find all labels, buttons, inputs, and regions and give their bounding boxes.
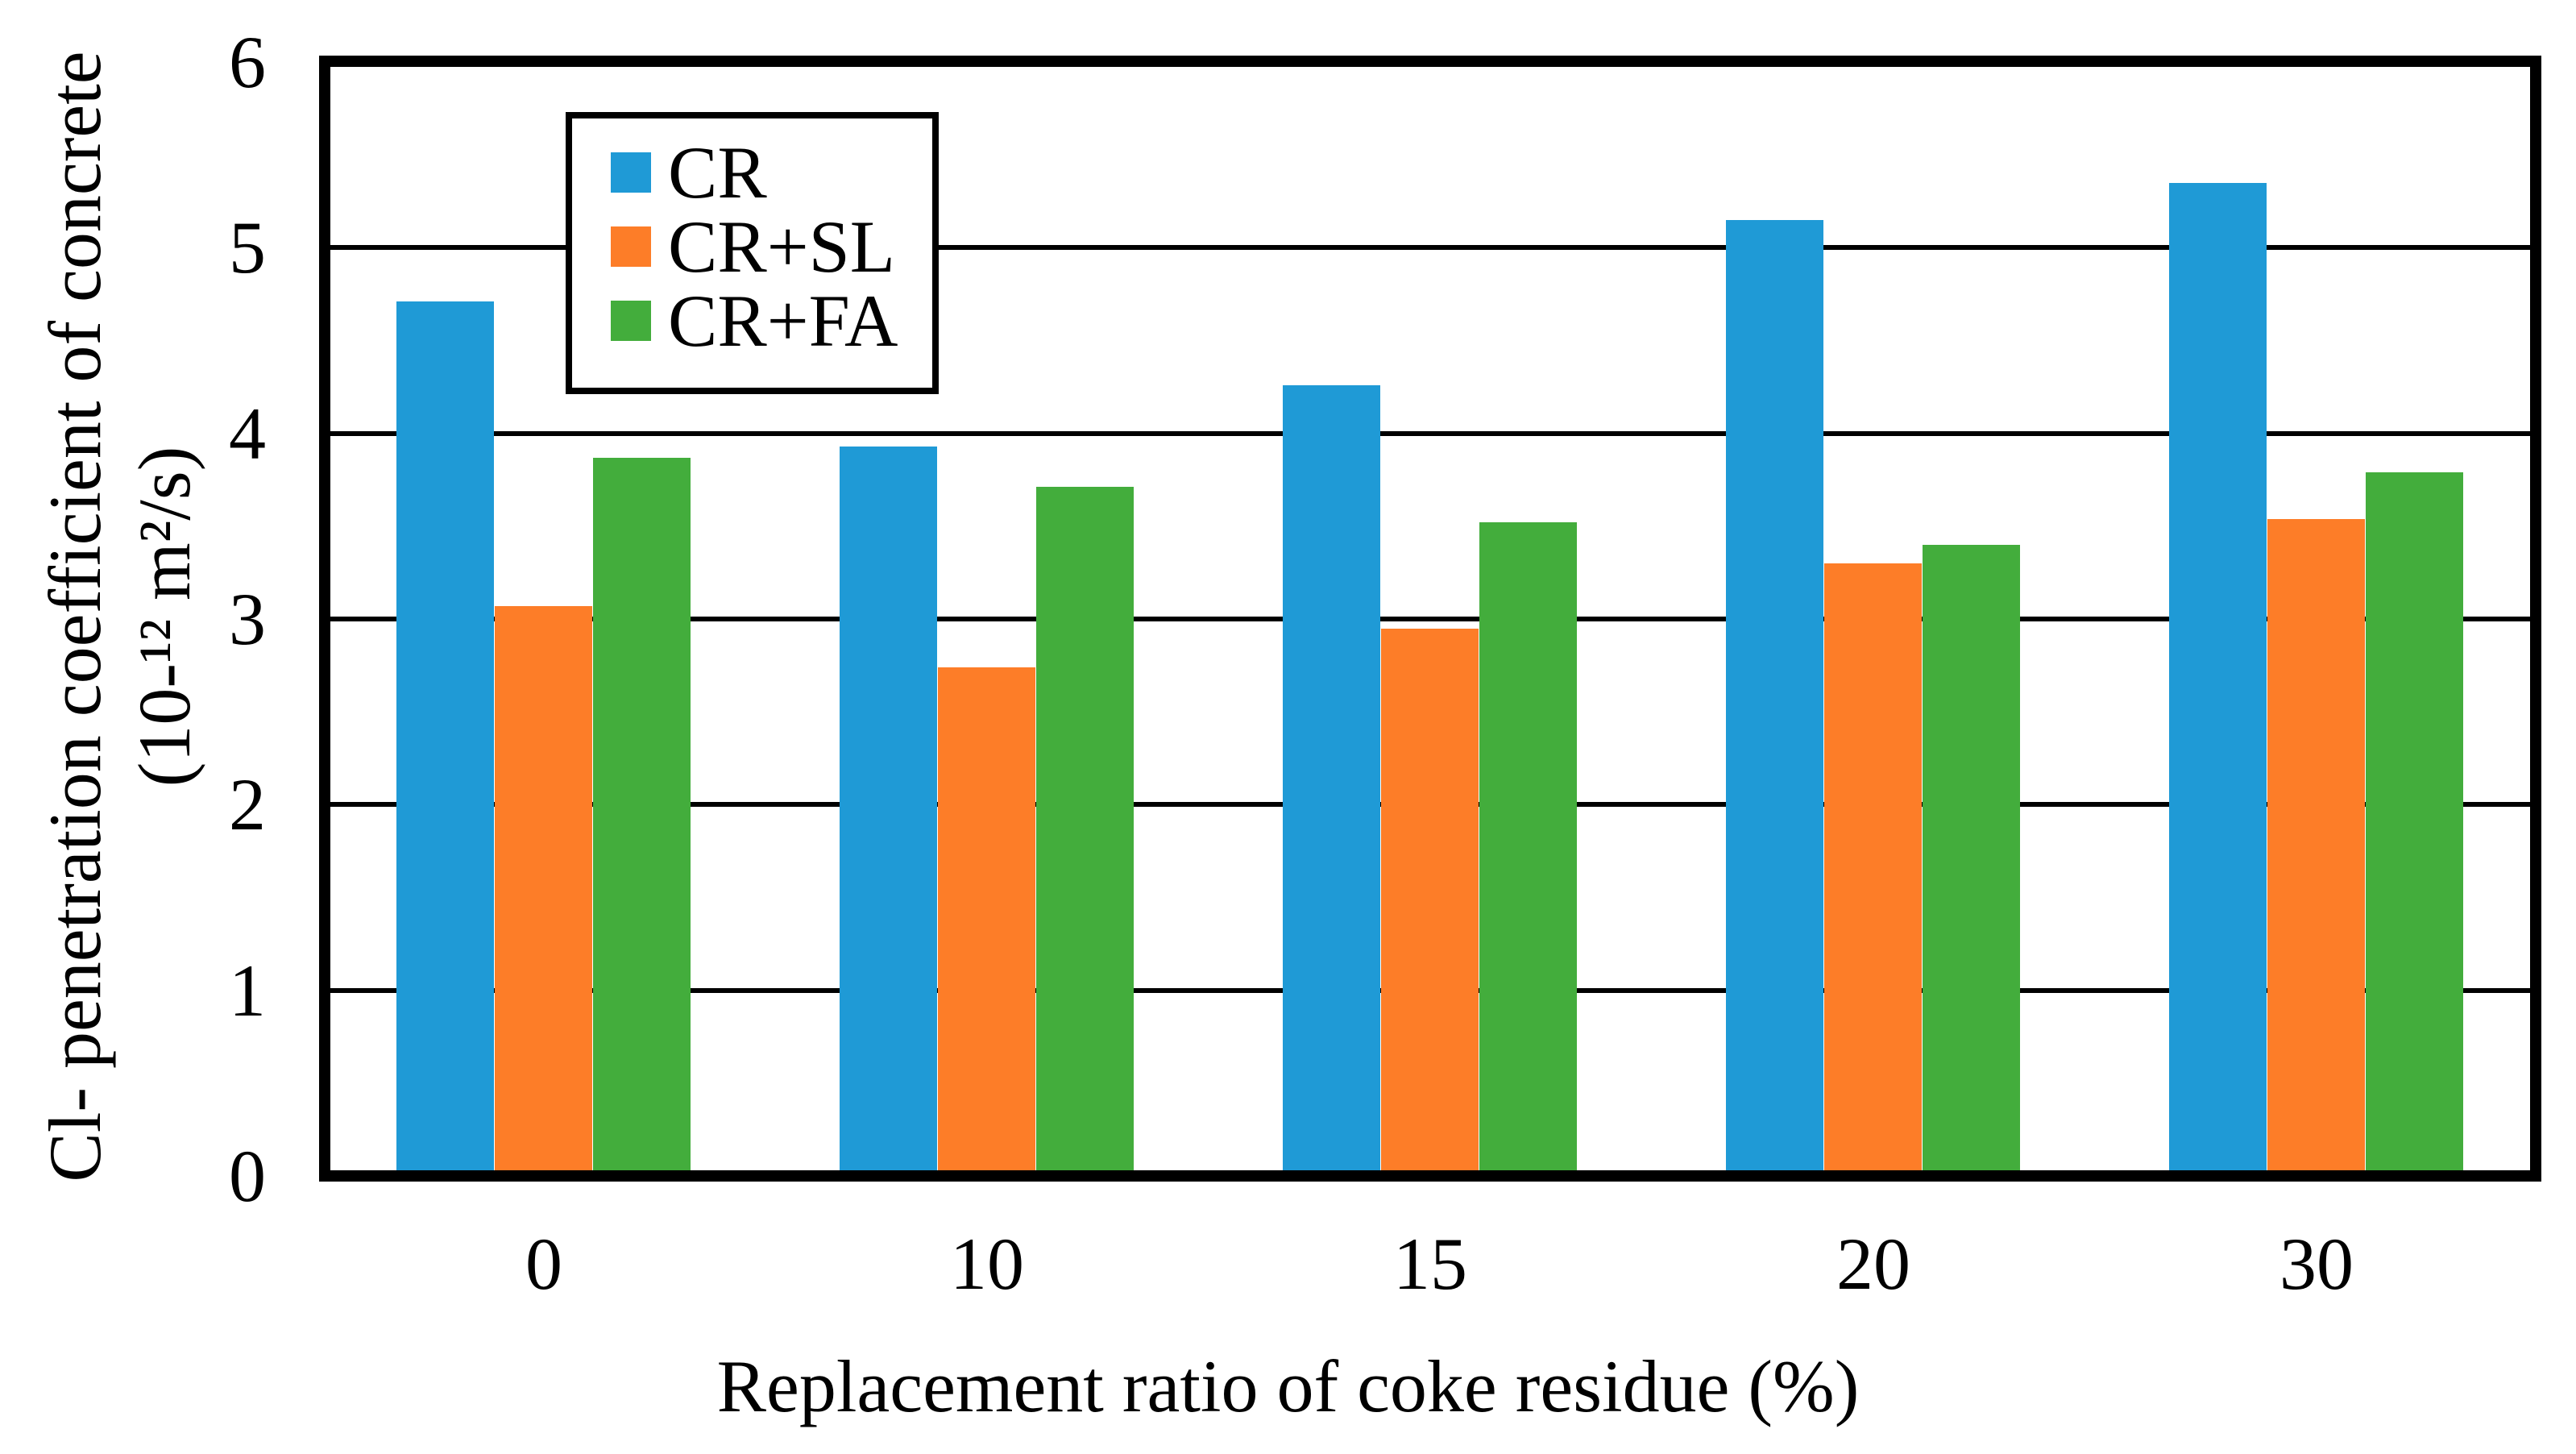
y-tick-label-1: 1 [229, 949, 266, 1032]
y-tick-label-0: 0 [229, 1135, 266, 1217]
bar-cr-sl-15 [1380, 628, 1479, 1170]
gridline-3 [330, 617, 2530, 621]
y-tick-label-2: 2 [229, 763, 266, 846]
bar-cr-20 [1725, 219, 1823, 1170]
bar-cr-fa-10 [1036, 487, 1135, 1170]
legend-label-cr-fa: CR+FA [668, 280, 898, 362]
legend-row-cr-fa: CR+FA [572, 284, 932, 358]
bar-cr-sl-0 [494, 605, 592, 1170]
bar-cr-10 [839, 446, 937, 1170]
bar-cr-sl-30 [2267, 518, 2365, 1170]
legend-swatch-cr-fa [611, 301, 651, 341]
bar-cr-0 [396, 301, 494, 1170]
x-axis-title: Replacement ratio of coke residue (%) [716, 1345, 1860, 1427]
y-tick-label-5: 5 [229, 206, 266, 289]
bar-cr-sl-10 [937, 667, 1035, 1170]
bar-cr-fa-20 [1923, 544, 2021, 1170]
bar-cr-15 [1282, 384, 1380, 1170]
bar-cr-fa-15 [1479, 522, 1578, 1170]
y-tick-label-3: 3 [229, 578, 266, 660]
legend-label-cr-sl: CR+SL [668, 206, 895, 288]
y-tick-label-6: 6 [229, 21, 266, 104]
x-tick-label-20: 20 [1836, 1223, 1910, 1305]
legend-row-cr-sl: CR+SL [572, 210, 932, 284]
legend-swatch-cr [611, 152, 651, 193]
gridline-4 [330, 430, 2530, 436]
bar-cr-sl-20 [1823, 563, 1922, 1170]
x-tick-label-10: 10 [950, 1223, 1024, 1305]
x-tick-label-30: 30 [2279, 1223, 2354, 1305]
bar-cr-fa-30 [2366, 472, 2464, 1170]
bar-cr-fa-0 [593, 457, 691, 1170]
legend: CR CR+SL CR+FA [566, 112, 939, 394]
x-tick-label-0: 0 [525, 1223, 562, 1305]
legend-swatch-cr-sl [611, 226, 651, 267]
legend-label-cr: CR [668, 131, 767, 214]
bar-cr-30 [2168, 182, 2267, 1170]
y-tick-label-4: 4 [229, 392, 266, 475]
gridline-5 [330, 245, 2530, 251]
plot-area: CR CR+SL CR+FA [319, 56, 2541, 1182]
x-tick-label-15: 15 [1393, 1223, 1467, 1305]
legend-row-cr: CR [572, 135, 932, 210]
